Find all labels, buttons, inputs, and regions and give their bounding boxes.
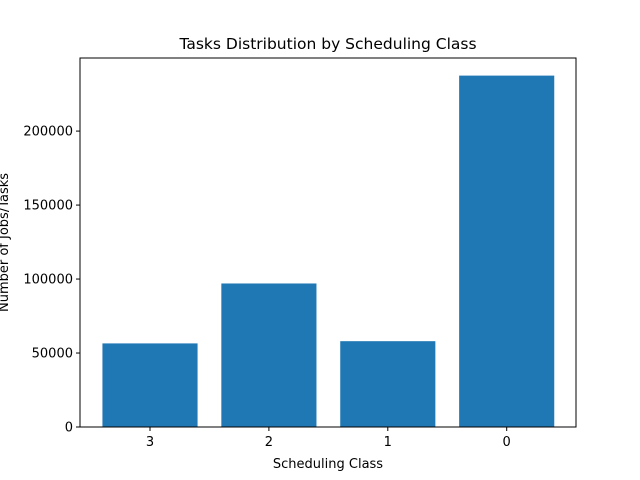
bar-class-1	[340, 341, 435, 427]
y-tick-label: 0	[65, 421, 73, 436]
x-tick-label: 2	[265, 435, 273, 450]
y-tick-label: 200000	[23, 125, 73, 140]
y-axis-label: Number of Jobs/Tasks	[0, 173, 12, 312]
x-axis-label: Scheduling Class	[273, 457, 383, 472]
bar-class-0	[459, 76, 554, 427]
x-tick-label: 0	[503, 435, 511, 450]
x-tick-label: 3	[146, 435, 154, 450]
chart-title: Tasks Distribution by Scheduling Class	[178, 35, 476, 53]
y-tick-label: 100000	[23, 273, 73, 288]
y-tick-label: 50000	[32, 347, 73, 362]
x-tick-label: 1	[384, 435, 392, 450]
bar-class-3	[102, 343, 197, 427]
bar-class-2	[221, 283, 316, 427]
y-tick-label: 150000	[23, 199, 73, 214]
